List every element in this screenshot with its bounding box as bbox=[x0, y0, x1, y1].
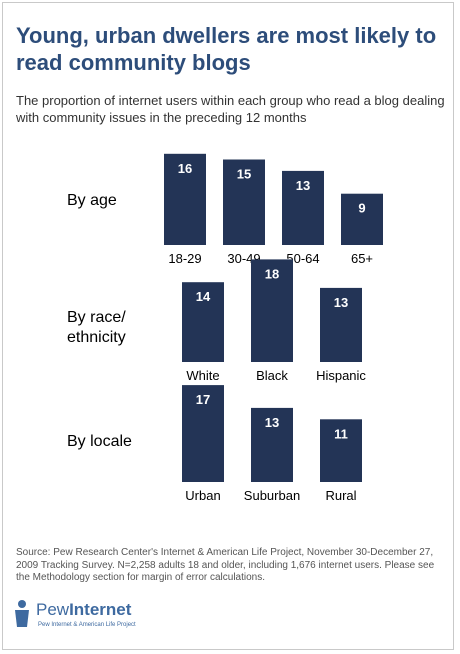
group-label: ethnicity bbox=[67, 329, 126, 346]
bar bbox=[164, 153, 206, 245]
category-label: 65+ bbox=[351, 251, 373, 266]
logo-word-light: Pew bbox=[36, 600, 70, 619]
bar-value-label: 13 bbox=[265, 415, 279, 430]
bar bbox=[251, 259, 293, 362]
bar bbox=[182, 385, 224, 482]
source-note: Source: Pew Research Center's Internet &… bbox=[16, 547, 435, 583]
bar-value-label: 13 bbox=[334, 295, 348, 310]
group-label: By race/ bbox=[67, 309, 126, 326]
bar-value-label: 14 bbox=[196, 289, 211, 304]
category-label: Urban bbox=[185, 488, 220, 503]
category-label: Hispanic bbox=[316, 368, 366, 383]
bar-value-label: 9 bbox=[358, 201, 365, 216]
category-label: 18-29 bbox=[168, 251, 201, 266]
group-label: By locale bbox=[67, 433, 132, 450]
bar bbox=[341, 193, 383, 245]
logo-wordmark: PewInternet bbox=[36, 600, 131, 620]
logo-word-bold: Internet bbox=[69, 600, 132, 619]
bar-value-label: 18 bbox=[265, 266, 279, 281]
bar-value-label: 11 bbox=[334, 426, 348, 441]
category-label: Suburban bbox=[244, 488, 300, 503]
category-label: White bbox=[186, 368, 219, 383]
logo-tagline: Pew Internet & American Life Project bbox=[38, 622, 136, 628]
bar bbox=[223, 159, 265, 245]
bar bbox=[320, 419, 362, 482]
pew-internet-logo: PewInternet Pew Internet & American Life… bbox=[12, 598, 192, 642]
bar bbox=[251, 407, 293, 482]
chart-title: Young, urban dwellers are most likely to… bbox=[16, 23, 437, 75]
category-label: Black bbox=[256, 368, 288, 383]
bar-value-label: 17 bbox=[196, 392, 210, 407]
figure-frame bbox=[2, 2, 454, 650]
category-label: 50-64 bbox=[286, 251, 319, 266]
chart-subtitle: The proportion of internet users within … bbox=[16, 93, 445, 125]
bar bbox=[320, 287, 362, 362]
category-label: Rural bbox=[325, 488, 356, 503]
bar bbox=[282, 170, 324, 245]
bar-value-label: 15 bbox=[237, 167, 251, 182]
bar-value-label: 13 bbox=[296, 178, 310, 193]
pew-logo-icon bbox=[15, 600, 29, 627]
group-label: By age bbox=[67, 192, 117, 209]
bar bbox=[182, 282, 224, 362]
bar-value-label: 16 bbox=[178, 161, 192, 176]
